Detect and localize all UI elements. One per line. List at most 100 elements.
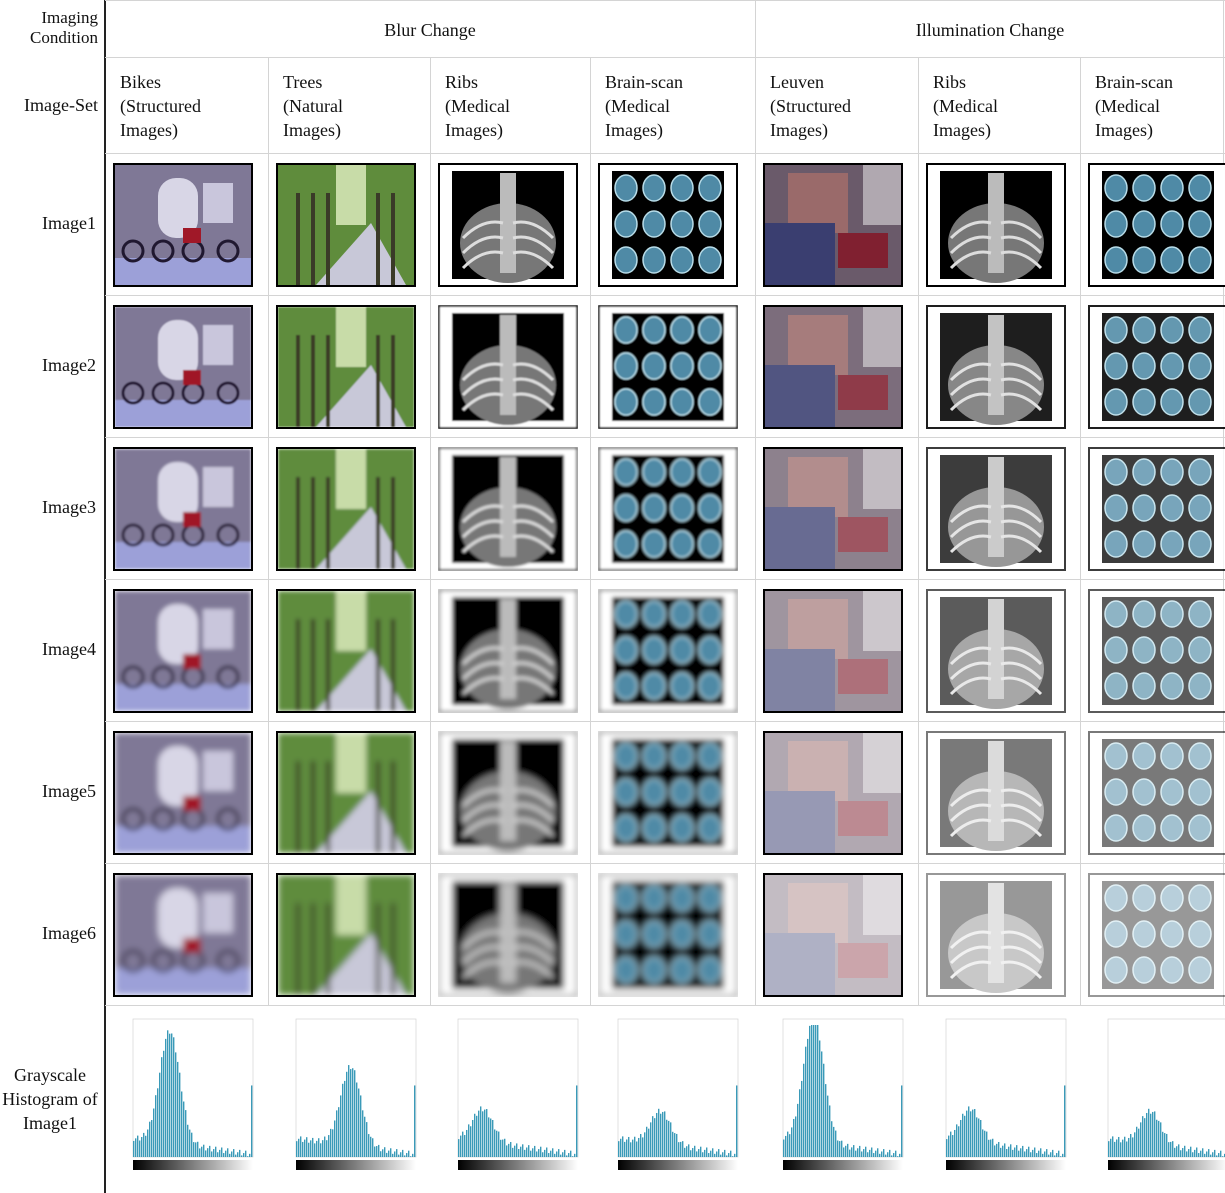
histogram-bar	[1134, 1132, 1135, 1157]
histogram-bar	[690, 1150, 691, 1157]
histogram-bar	[1012, 1150, 1013, 1157]
histogram-bar	[881, 1151, 882, 1157]
shape	[391, 761, 395, 853]
histogram-bar	[1128, 1138, 1129, 1157]
histogram-bar	[646, 1127, 647, 1157]
histogram-bar	[670, 1122, 671, 1157]
histogram-bar	[179, 1073, 180, 1157]
histogram-bar	[857, 1148, 858, 1157]
shape	[1105, 743, 1127, 769]
histogram-bar	[235, 1155, 236, 1157]
histogram-bar	[722, 1152, 723, 1157]
column-kind: (Structured Images)	[120, 94, 220, 142]
shape	[336, 591, 366, 651]
shape	[615, 175, 637, 201]
histogram-bar	[149, 1122, 150, 1157]
histogram-bar	[994, 1145, 995, 1157]
rule	[590, 57, 591, 1005]
histogram-bar	[833, 1127, 834, 1157]
histogram-bar	[314, 1143, 315, 1157]
shape	[326, 335, 330, 427]
shape	[699, 459, 721, 485]
histogram-bar	[1184, 1146, 1185, 1157]
histogram-bar	[576, 1085, 577, 1157]
shape	[699, 175, 721, 201]
histogram-bar	[139, 1140, 140, 1157]
histogram-bar	[1062, 1154, 1063, 1157]
shape	[946, 1160, 1066, 1170]
histogram-bar	[1166, 1134, 1167, 1157]
histogram-bar	[1150, 1114, 1151, 1157]
histogram-bar	[948, 1136, 949, 1157]
rule	[105, 1005, 1225, 1006]
histogram-bar	[486, 1109, 487, 1157]
shape	[1105, 637, 1127, 663]
shape	[863, 591, 901, 651]
histogram-bar	[524, 1150, 525, 1157]
shape	[1189, 815, 1211, 841]
histogram-bar	[462, 1132, 463, 1157]
histogram-bar	[821, 1051, 822, 1157]
shape	[671, 779, 693, 805]
histogram-bar	[145, 1136, 146, 1157]
histogram-bar	[1178, 1144, 1179, 1157]
shape	[326, 193, 330, 285]
histogram-bar	[950, 1132, 951, 1157]
shape	[296, 903, 300, 995]
shape	[203, 751, 233, 791]
histogram-bar	[1206, 1151, 1207, 1157]
thumbnail	[113, 163, 253, 287]
shape	[376, 335, 380, 427]
histogram-bar	[630, 1142, 631, 1157]
histogram-bar	[1056, 1153, 1057, 1157]
histogram-bar	[572, 1156, 573, 1157]
histogram-bar	[972, 1110, 973, 1157]
rule	[105, 153, 1225, 154]
shape	[1108, 1160, 1225, 1170]
histogram-bar	[825, 1084, 826, 1157]
histogram-bar	[306, 1137, 307, 1157]
histogram-bar	[1152, 1112, 1153, 1157]
shape	[1105, 317, 1127, 343]
thumbnail	[113, 873, 253, 997]
histogram-bar	[1162, 1132, 1163, 1157]
shape	[699, 211, 721, 237]
shape	[1105, 247, 1127, 273]
histogram-bar	[340, 1095, 341, 1157]
histogram-bar	[502, 1140, 503, 1157]
shape	[115, 733, 251, 853]
histogram-bar	[634, 1137, 635, 1157]
shape	[439, 732, 577, 854]
shape	[1189, 921, 1211, 947]
row-label: Image5	[0, 781, 96, 802]
rule	[268, 57, 269, 1005]
histogram-bar	[396, 1149, 397, 1157]
histogram-bar	[191, 1133, 192, 1157]
shape	[203, 467, 233, 507]
shape	[643, 921, 665, 947]
shape	[1161, 459, 1183, 485]
histogram-bar	[853, 1145, 854, 1157]
shape	[1161, 353, 1183, 379]
shape	[671, 673, 693, 699]
histogram-bar	[1164, 1133, 1165, 1157]
histogram-bar	[500, 1140, 501, 1157]
histogram-bar	[410, 1156, 411, 1157]
histogram-bar	[251, 1085, 252, 1157]
histogram-bar	[157, 1088, 158, 1157]
histogram-bar	[956, 1124, 957, 1157]
shape	[765, 365, 835, 427]
histogram-bar	[372, 1138, 373, 1157]
histogram-bar	[1030, 1152, 1031, 1157]
shape	[115, 165, 251, 285]
histogram-bar	[566, 1155, 567, 1157]
histogram-bar	[1040, 1148, 1041, 1157]
histogram-bar	[205, 1150, 206, 1157]
thumbnail	[598, 305, 738, 429]
shape	[838, 943, 888, 978]
histogram-bar	[692, 1148, 693, 1157]
histogram-bar	[1018, 1151, 1019, 1157]
histogram-bar	[1148, 1109, 1149, 1157]
histogram-bar	[871, 1147, 872, 1157]
histogram-bar	[546, 1147, 547, 1157]
